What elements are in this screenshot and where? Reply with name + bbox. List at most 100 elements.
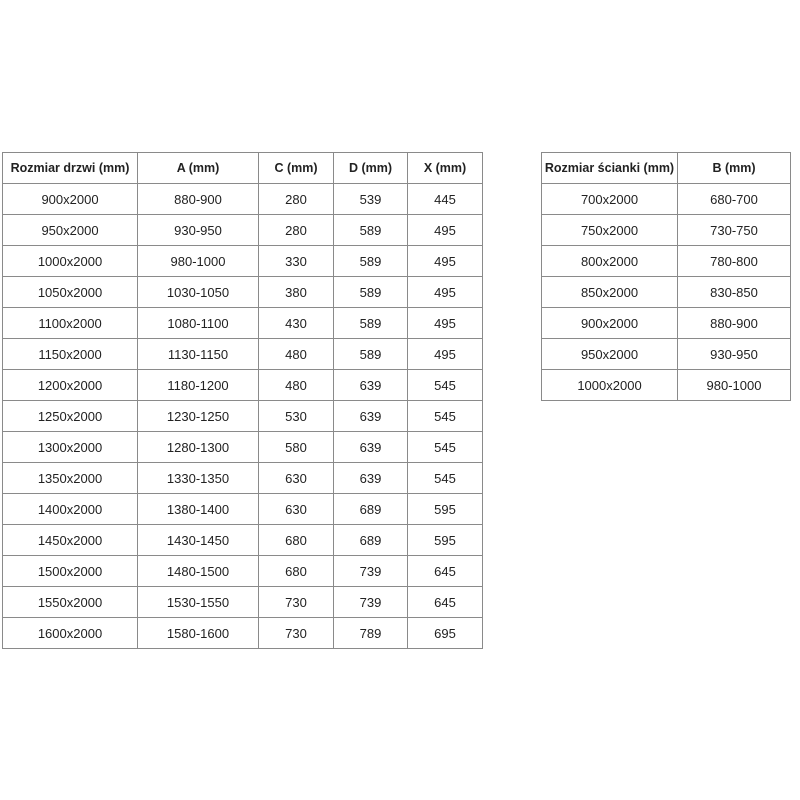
table-cell: 495 <box>407 245 483 277</box>
table-cell: 1000x2000 <box>541 369 678 401</box>
table-cell: 545 <box>407 462 483 494</box>
table-cell: 480 <box>258 369 334 401</box>
table-cell: 530 <box>258 400 334 432</box>
table-cell: 680-700 <box>677 183 791 215</box>
table-row: 1000x2000 980-1000 <box>541 369 791 401</box>
table-cell: 900x2000 <box>541 307 678 339</box>
table-cell: 930-950 <box>677 338 791 370</box>
table-cell: 495 <box>407 307 483 339</box>
table-cell: 739 <box>333 586 408 618</box>
table-row: 950x2000 930-950 <box>541 338 791 370</box>
table-row: 1600x2000 1580-1600 730 789 695 <box>2 617 483 649</box>
table-cell: 1430-1450 <box>137 524 259 556</box>
table-cell: 1550x2000 <box>2 586 138 618</box>
table-cell: 1100x2000 <box>2 307 138 339</box>
column-header: A (mm) <box>137 152 259 184</box>
table-cell: 830-850 <box>677 276 791 308</box>
wall-size-table: Rozmiar ścianki (mm) B (mm) 700x2000 680-7… <box>541 152 791 401</box>
table-cell: 930-950 <box>137 214 259 246</box>
table-cell: 595 <box>407 524 483 556</box>
table-cell: 380 <box>258 276 334 308</box>
table-cell: 645 <box>407 586 483 618</box>
table-cell: 495 <box>407 214 483 246</box>
table-row: 1050x2000 1030-1050 380 589 495 <box>2 276 483 308</box>
table-cell: 689 <box>333 524 408 556</box>
table-cell: 1380-1400 <box>137 493 259 525</box>
table-cell: 680 <box>258 555 334 587</box>
table-cell: 545 <box>407 400 483 432</box>
column-header: X (mm) <box>407 152 483 184</box>
table-cell: 545 <box>407 369 483 401</box>
table-row: 1250x2000 1230-1250 530 639 545 <box>2 400 483 432</box>
table-row: 750x2000 730-750 <box>541 214 791 246</box>
table-cell: 589 <box>333 245 408 277</box>
table-cell: 750x2000 <box>541 214 678 246</box>
column-header: C (mm) <box>258 152 334 184</box>
table-cell: 630 <box>258 493 334 525</box>
table-row: 700x2000 680-700 <box>541 183 791 215</box>
table-cell: 495 <box>407 338 483 370</box>
table-cell: 639 <box>333 431 408 463</box>
table-cell: 595 <box>407 493 483 525</box>
table-cell: 800x2000 <box>541 245 678 277</box>
table-cell: 1080-1100 <box>137 307 259 339</box>
table-cell: 495 <box>407 276 483 308</box>
table-row: 1550x2000 1530-1550 730 739 645 <box>2 586 483 618</box>
table-cell: 1300x2000 <box>2 431 138 463</box>
table-cell: 1130-1150 <box>137 338 259 370</box>
table-cell: 1400x2000 <box>2 493 138 525</box>
table-cell: 1000x2000 <box>2 245 138 277</box>
table-cell: 739 <box>333 555 408 587</box>
table-cell: 1350x2000 <box>2 462 138 494</box>
table-cell: 900x2000 <box>2 183 138 215</box>
table-cell: 1500x2000 <box>2 555 138 587</box>
table-cell: 980-1000 <box>677 369 791 401</box>
table-cell: 1330-1350 <box>137 462 259 494</box>
table-cell: 780-800 <box>677 245 791 277</box>
table-cell: 980-1000 <box>137 245 259 277</box>
table-row: 850x2000 830-850 <box>541 276 791 308</box>
table-cell: 730 <box>258 586 334 618</box>
table-header-row: Rozmiar drzwi (mm) A (mm) C (mm) D (mm) X (m… <box>2 152 483 184</box>
table-cell: 789 <box>333 617 408 649</box>
table-cell: 1250x2000 <box>2 400 138 432</box>
table-row: 1300x2000 1280-1300 580 639 545 <box>2 431 483 463</box>
table-row: 1000x2000 980-1000 330 589 495 <box>2 245 483 277</box>
table-row: 900x2000 880-900 280 539 445 <box>2 183 483 215</box>
table-cell: 580 <box>258 431 334 463</box>
table-cell: 1150x2000 <box>2 338 138 370</box>
table-cell: 445 <box>407 183 483 215</box>
table-row: 900x2000 880-900 <box>541 307 791 339</box>
table-cell: 1530-1550 <box>137 586 259 618</box>
table-cell: 1580-1600 <box>137 617 259 649</box>
table-row: 1450x2000 1430-1450 680 689 595 <box>2 524 483 556</box>
table-row: 1100x2000 1080-1100 430 589 495 <box>2 307 483 339</box>
table-cell: 1200x2000 <box>2 369 138 401</box>
table-cell: 639 <box>333 462 408 494</box>
table-cell: 689 <box>333 493 408 525</box>
table-row: 950x2000 930-950 280 589 495 <box>2 214 483 246</box>
table-cell: 280 <box>258 214 334 246</box>
table-row: 1400x2000 1380-1400 630 689 595 <box>2 493 483 525</box>
table-cell: 1450x2000 <box>2 524 138 556</box>
column-header: Rozmiar drzwi (mm) <box>2 152 138 184</box>
table-row: 1200x2000 1180-1200 480 639 545 <box>2 369 483 401</box>
table-cell: 645 <box>407 555 483 587</box>
table-cell: 680 <box>258 524 334 556</box>
table-cell: 545 <box>407 431 483 463</box>
table-cell: 730-750 <box>677 214 791 246</box>
table-header-row: Rozmiar ścianki (mm) B (mm) <box>541 152 791 184</box>
table-row: 1350x2000 1330-1350 630 639 545 <box>2 462 483 494</box>
table-cell: 695 <box>407 617 483 649</box>
table-row: 1150x2000 1130-1150 480 589 495 <box>2 338 483 370</box>
door-size-table: Rozmiar drzwi (mm) A (mm) C (mm) D (mm) X (m… <box>2 152 483 649</box>
table-cell: 1600x2000 <box>2 617 138 649</box>
table-cell: 700x2000 <box>541 183 678 215</box>
table-cell: 639 <box>333 400 408 432</box>
table-cell: 1280-1300 <box>137 431 259 463</box>
table-cell: 630 <box>258 462 334 494</box>
table-cell: 589 <box>333 276 408 308</box>
table-cell: 330 <box>258 245 334 277</box>
table-cell: 280 <box>258 183 334 215</box>
table-cell: 1180-1200 <box>137 369 259 401</box>
